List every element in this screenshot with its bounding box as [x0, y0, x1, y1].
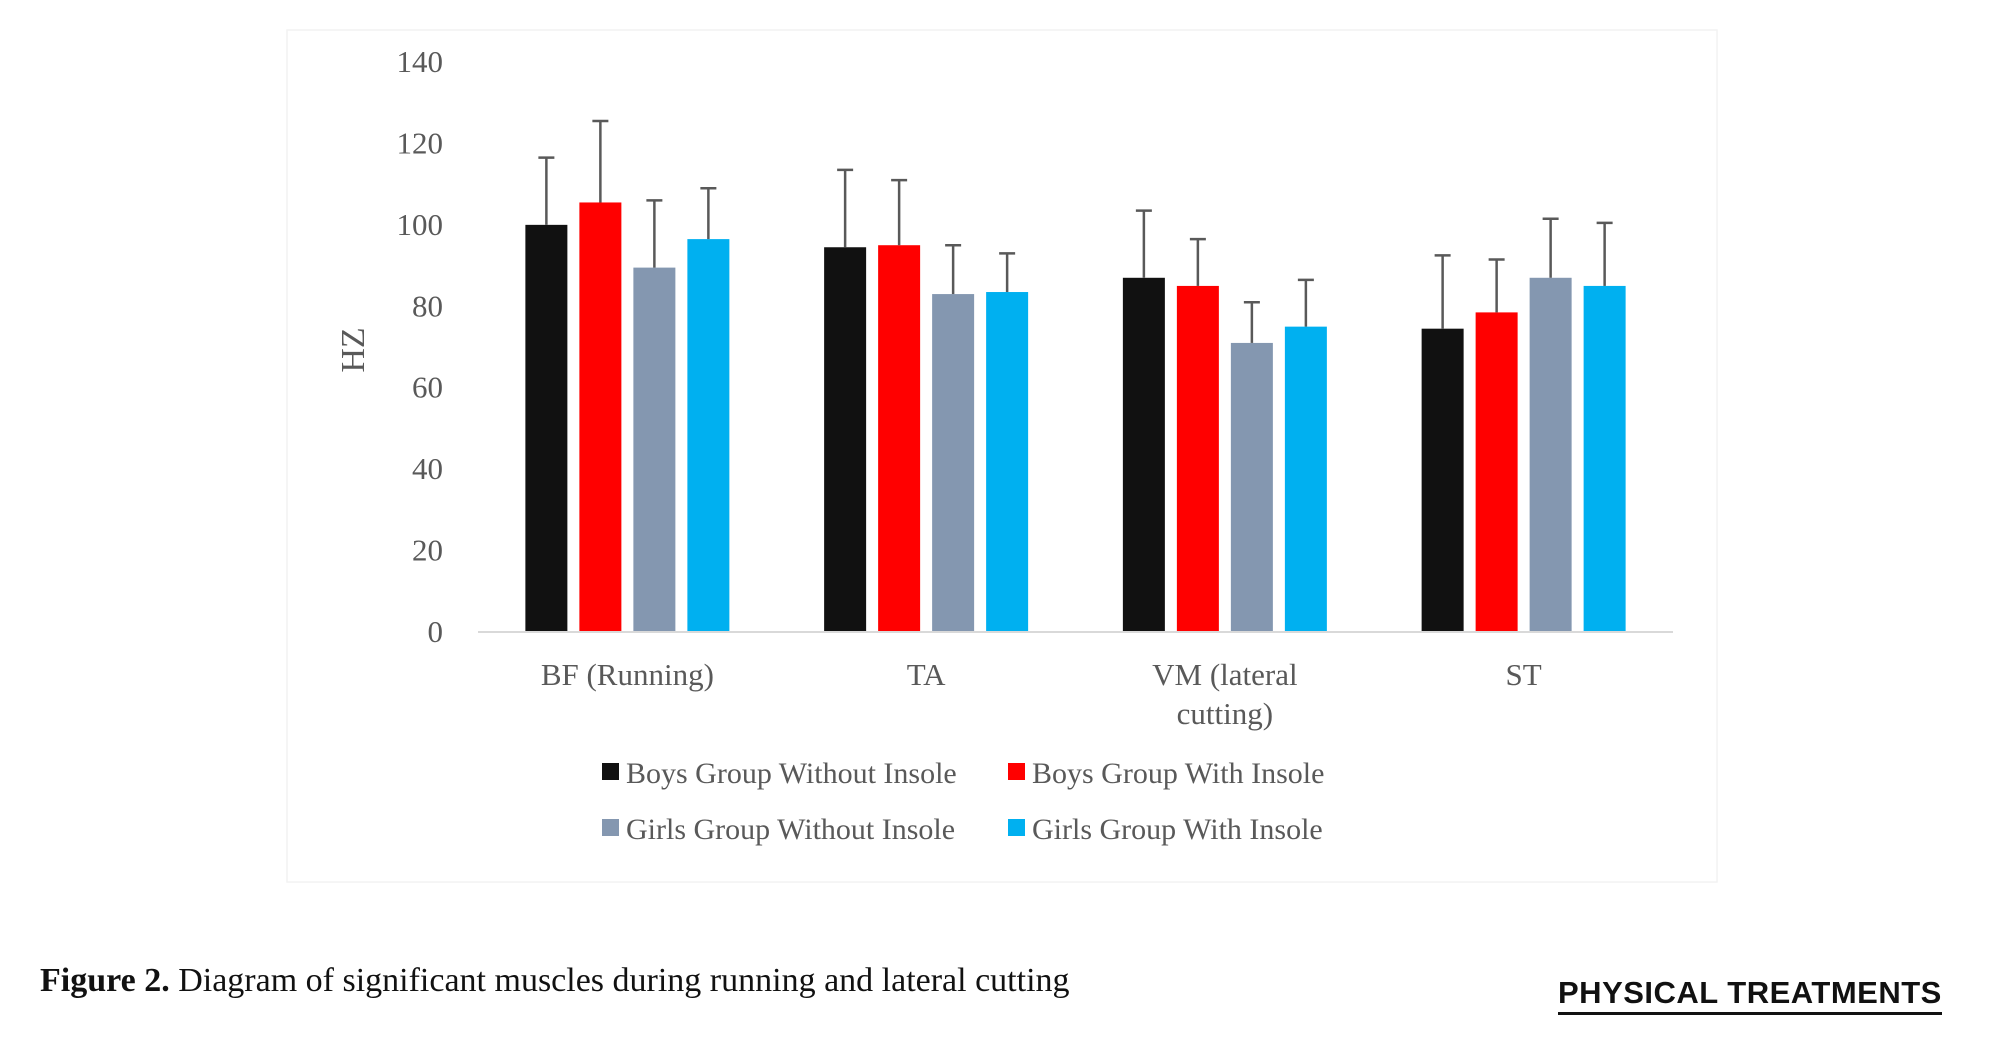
legend-label: Boys Group Without Insole [626, 757, 957, 790]
y-tick-label: 100 [397, 207, 444, 242]
bar [1583, 285, 1626, 632]
bar-groups [525, 119, 1626, 632]
bar [878, 245, 921, 632]
y-tick-label: 20 [412, 533, 443, 568]
bar [1176, 285, 1219, 632]
legend-swatch [602, 819, 619, 836]
bar [932, 294, 975, 632]
legend-label: Girls Group With Insole [1032, 813, 1323, 846]
bar [1475, 312, 1518, 632]
bar [1529, 277, 1572, 632]
x-tick-label: VM (lateral [1152, 657, 1297, 692]
y-tick-label: 0 [428, 614, 444, 649]
y-tick-label: 140 [397, 44, 444, 79]
legend-swatch [1008, 819, 1025, 836]
bar [1284, 326, 1327, 632]
y-tick-label: 60 [412, 370, 443, 405]
bar [525, 224, 568, 632]
figure-caption-label: Figure 2. [40, 962, 170, 999]
legend-label: Boys Group With Insole [1032, 757, 1324, 790]
legend-swatch [602, 763, 619, 780]
bar [1122, 277, 1165, 632]
x-axis-categories: BF (Running) TA VM (lateral cutting) ST [541, 657, 1542, 731]
legend: Boys Group Without Insole Boys Group With… [602, 757, 1324, 846]
x-tick-label: BF (Running) [541, 657, 714, 692]
bar [1230, 342, 1273, 632]
x-tick-label: ST [1506, 657, 1542, 692]
bar [1421, 328, 1464, 632]
bar [986, 292, 1029, 632]
bar [824, 247, 867, 632]
bar [633, 267, 676, 632]
y-tick-label: 40 [412, 451, 443, 486]
y-tick-label: 80 [412, 288, 443, 323]
y-axis-label: HZ [335, 327, 372, 372]
bar [579, 202, 622, 632]
bar [687, 239, 730, 632]
figure-caption: Figure 2. Diagram of significant muscles… [40, 962, 1070, 1000]
x-tick-label: TA [907, 657, 946, 692]
publisher-logo: PHYSICAL TREATMENTS [1558, 975, 1942, 1015]
x-tick-label: cutting) [1177, 696, 1273, 731]
legend-label: Girls Group Without Insole [626, 813, 955, 846]
y-tick-label: 120 [397, 125, 444, 160]
figure-caption-text: Diagram of significant muscles during ru… [178, 962, 1070, 999]
legend-swatch [1008, 763, 1025, 780]
y-axis-ticks: 0 20 40 60 80 100 120 140 [397, 44, 444, 649]
